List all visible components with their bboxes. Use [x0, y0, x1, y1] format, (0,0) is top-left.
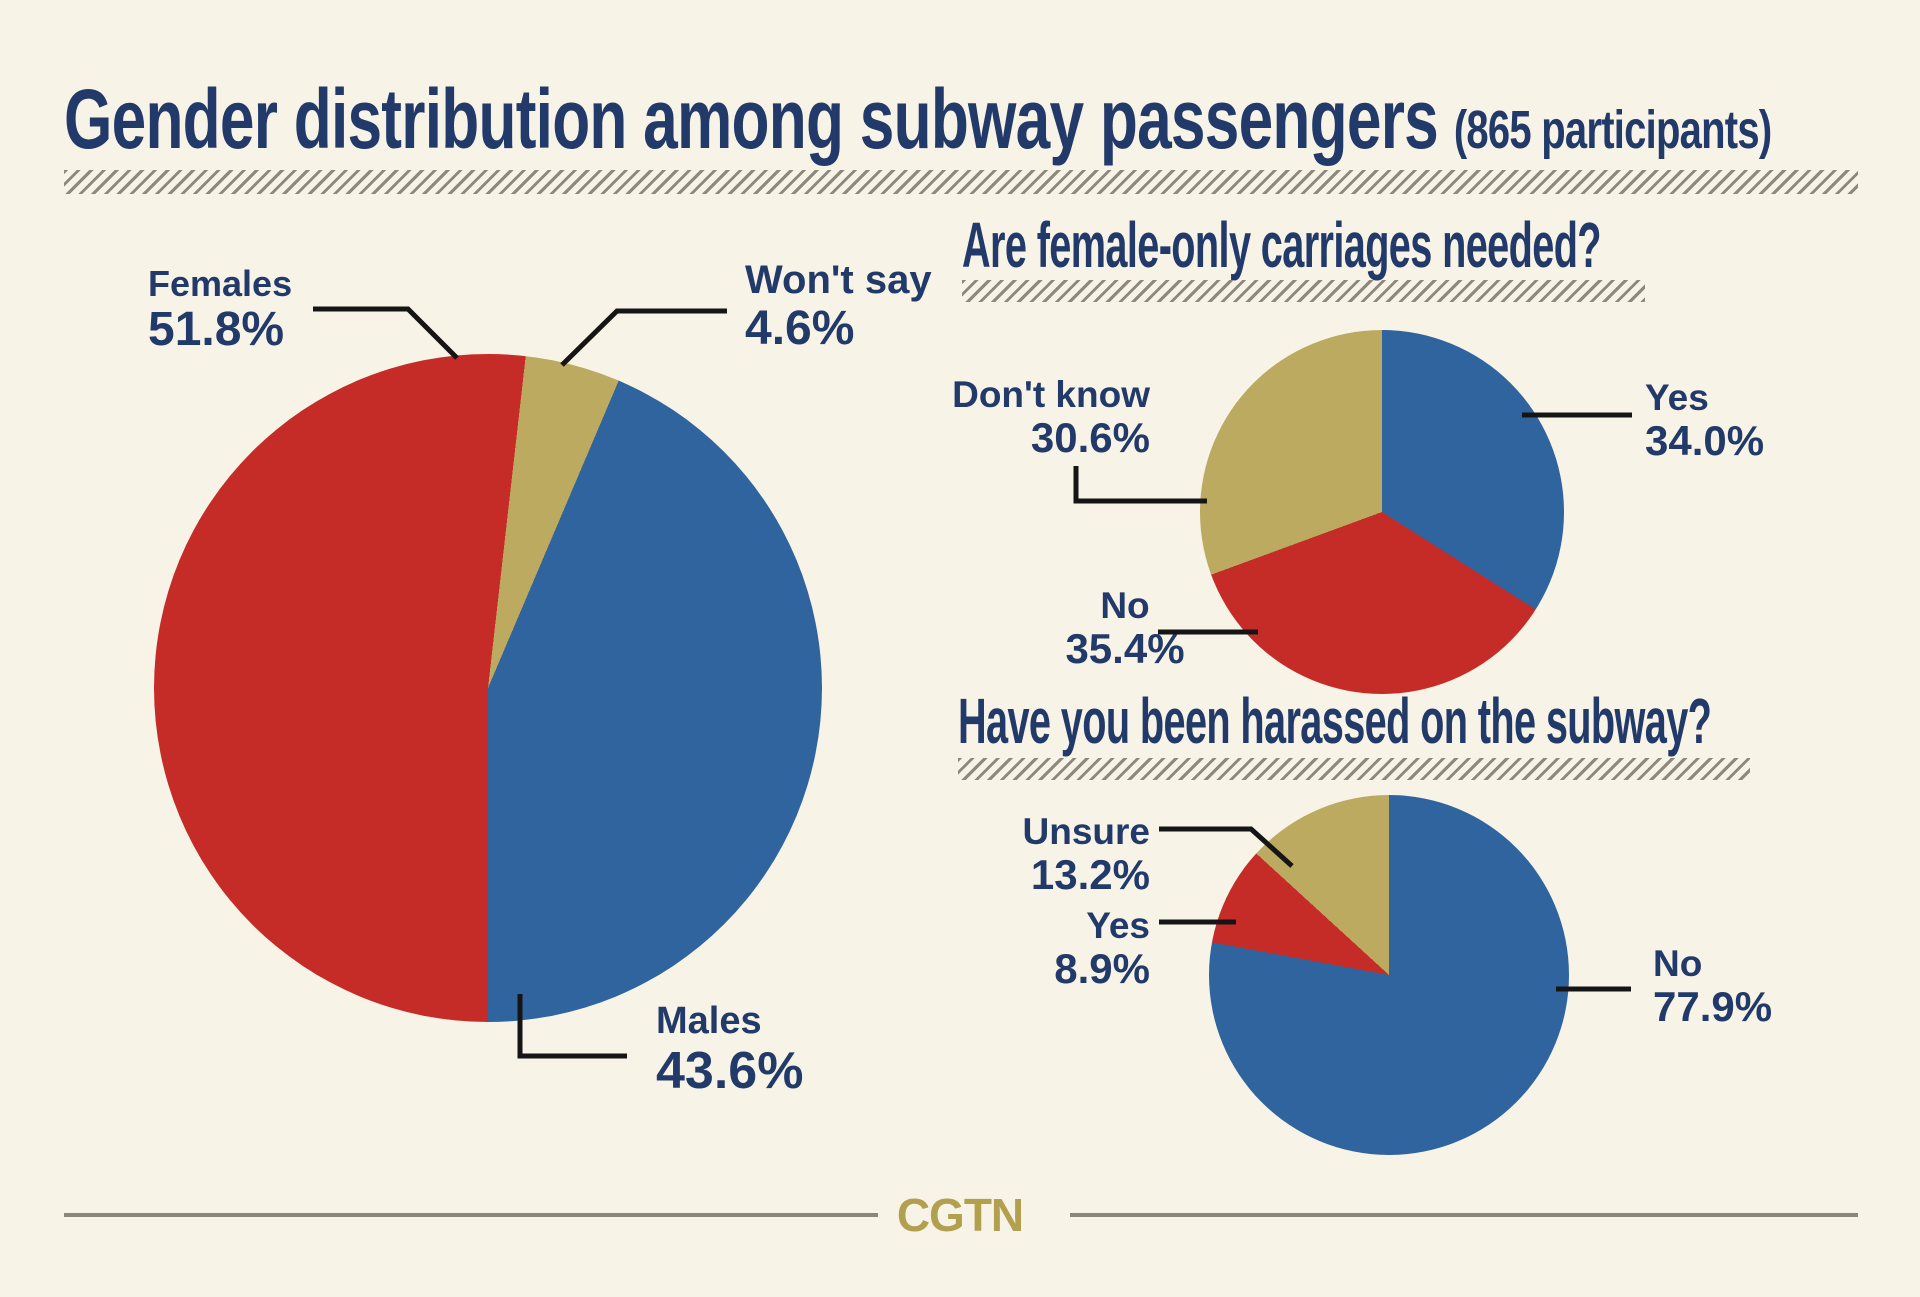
label-carriages-yes-name: Yes [1645, 377, 1709, 418]
page-title-text: Gender distribution among subway passeng… [64, 72, 1439, 166]
label-harassment-unsure: Unsure 13.2% [1023, 812, 1150, 898]
label-males-name: Males [656, 1000, 762, 1042]
hatched-divider-carriages [962, 280, 1645, 302]
label-females-value: 51.8% [148, 303, 285, 356]
label-wont-say: Won't say 4.6% [745, 258, 932, 356]
connector-females [313, 306, 459, 360]
pie-chart-carriages [1200, 330, 1564, 694]
label-harassment-yes-value: 8.9% [1054, 945, 1150, 992]
label-males: Males 43.6% [656, 1000, 803, 1100]
connector-carriages-dont-know [1073, 466, 1207, 504]
section-title-carriages: Are female-only carriages needed? [962, 209, 1602, 281]
label-harassment-unsure-name: Unsure [1022, 811, 1150, 852]
label-carriages-dont-know-name: Don't know [952, 374, 1150, 415]
label-harassment-unsure-value: 13.2% [1030, 851, 1150, 898]
label-harassment-no: No 77.9% [1653, 944, 1772, 1030]
label-carriages-dont-know: Don't know 30.6% [952, 375, 1150, 461]
page-title: Gender distribution among subway passeng… [64, 71, 1772, 168]
label-harassment-yes: Yes 8.9% [1054, 906, 1150, 992]
section-title-harassment: Have you been harassed on the subway? [958, 685, 1712, 757]
hatched-divider-main [64, 170, 1858, 194]
cgtn-logo: CGTN [896, 1189, 1024, 1241]
label-carriages-yes-value: 34.0% [1645, 417, 1765, 464]
label-males-value: 43.6% [656, 1042, 804, 1100]
page-title-participants: (865 participants) [1453, 100, 1772, 160]
footer-rule-right [1070, 1213, 1858, 1217]
footer-rule-left [64, 1213, 878, 1217]
label-carriages-no-name: No [1100, 585, 1150, 626]
pie-chart-gender [154, 354, 822, 1022]
label-carriages-yes: Yes 34.0% [1645, 378, 1764, 464]
label-carriages-no-value: 35.4% [1065, 625, 1185, 672]
label-wont-say-name: Won't say [745, 258, 932, 302]
pie-chart-harassment [1209, 795, 1569, 1155]
label-females-name: Females [148, 263, 293, 304]
label-carriages-no: No 35.4% [1025, 586, 1225, 672]
connector-wont-say [560, 308, 727, 367]
hatched-divider-harassment [958, 758, 1750, 780]
label-harassment-yes-name: Yes [1086, 905, 1150, 946]
label-carriages-dont-know-value: 30.6% [1030, 414, 1150, 461]
label-harassment-no-name: No [1653, 943, 1703, 984]
label-wont-say-value: 4.6% [745, 302, 855, 355]
label-females: Females 51.8% [148, 264, 292, 356]
label-harassment-no-value: 77.9% [1653, 983, 1773, 1030]
